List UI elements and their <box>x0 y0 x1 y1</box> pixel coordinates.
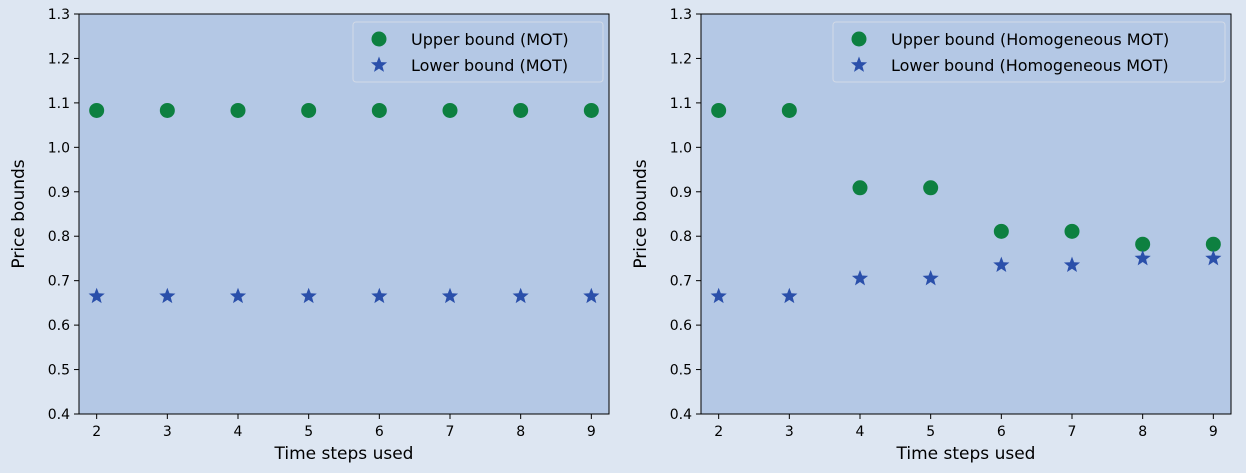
legend-marker-lower <box>850 56 868 72</box>
upper-bound-point <box>1064 223 1080 239</box>
y-tick-label: 0.6 <box>670 318 692 334</box>
lower-bound-point <box>229 287 247 304</box>
upper-bound-point <box>993 223 1009 239</box>
y-tick-label: 1.2 <box>670 51 692 67</box>
lower-bound-point <box>159 287 176 304</box>
x-tick-label: 2 <box>92 424 101 440</box>
x-tick-label: 6 <box>375 424 384 440</box>
y-tick-label: 1.0 <box>670 140 692 156</box>
legend-box <box>352 21 604 83</box>
star-icon <box>370 56 388 72</box>
legend-marker-lower <box>370 56 388 72</box>
y-tick-label: 0.6 <box>48 318 70 334</box>
legend-box <box>832 21 1226 83</box>
x-axis-label: Time steps used <box>274 444 414 464</box>
y-axis-label: Price bounds <box>9 159 29 268</box>
upper-bound-point <box>1205 236 1221 252</box>
x-tick-label: 8 <box>516 424 525 440</box>
y-tick-label: 0.7 <box>48 274 70 290</box>
data-points <box>710 102 1222 304</box>
x-tick-label: 5 <box>926 424 935 440</box>
lower-bound-point <box>993 256 1010 272</box>
upper-bound-point <box>583 102 599 118</box>
y-tick-label: 0.8 <box>670 229 692 245</box>
legend: Upper bound (MOT) Lower bound (MOT) <box>352 21 604 83</box>
lower-bound-point <box>710 287 727 304</box>
x-axis-ticks: 2 3 4 5 6 7 8 9 <box>92 414 596 440</box>
upper-bound-point <box>159 102 175 118</box>
legend-marker-upper <box>851 31 867 47</box>
upper-bound-point <box>230 102 246 118</box>
y-tick-label: 0.7 <box>670 274 692 290</box>
upper-bound-point <box>781 102 797 118</box>
y-tick-label: 1.0 <box>48 140 70 156</box>
lower-bound-point <box>1205 249 1222 266</box>
y-tick-label: 0.5 <box>670 363 692 379</box>
y-axis-ticks: 0.4 0.5 0.6 0.7 0.8 0.9 1.0 1.1 1.2 1.3 <box>48 7 79 423</box>
circle-icon <box>851 31 867 47</box>
lower-bound-point <box>1134 249 1151 266</box>
y-axis-label: Price bounds <box>631 159 651 268</box>
y-tick-label: 0.4 <box>48 407 70 423</box>
legend-entry-lower: Lower bound (Homogeneous MOT) <box>891 56 1169 75</box>
x-axis-label: Time steps used <box>896 444 1036 464</box>
plot-frame <box>700 13 1232 415</box>
legend: Upper bound (Homogeneous MOT) Lower boun… <box>832 21 1226 83</box>
lower-bound-point <box>851 269 869 286</box>
upper-bound-point <box>852 180 868 196</box>
x-tick-label: 5 <box>304 424 313 440</box>
x-tick-label: 9 <box>1209 424 1218 440</box>
x-tick-label: 9 <box>587 424 596 440</box>
legend-entry-upper: Upper bound (Homogeneous MOT) <box>891 30 1169 49</box>
y-tick-label: 0.4 <box>670 407 692 423</box>
lower-bound-point <box>583 287 600 304</box>
upper-bound-point <box>442 102 458 118</box>
lower-bound-point <box>922 269 939 286</box>
y-tick-label: 0.9 <box>48 185 70 201</box>
circle-icon <box>371 31 387 47</box>
y-tick-label: 0.9 <box>670 185 692 201</box>
x-tick-label: 2 <box>714 424 723 440</box>
legend-marker-upper <box>371 31 387 47</box>
x-axis-ticks: 2 3 4 5 6 7 8 9 <box>714 414 1218 440</box>
upper-bound-point <box>1135 236 1151 252</box>
lower-bound-point <box>371 287 388 304</box>
y-tick-label: 1.3 <box>670 7 692 23</box>
lower-bound-point <box>781 287 798 304</box>
y-tick-label: 0.5 <box>48 363 70 379</box>
x-tick-label: 7 <box>446 424 455 440</box>
upper-bound-point <box>371 102 387 118</box>
upper-bound-point <box>923 180 939 196</box>
x-tick-label: 3 <box>785 424 794 440</box>
y-tick-label: 1.1 <box>670 96 692 112</box>
y-tick-label: 1.1 <box>48 96 70 112</box>
y-tick-label: 0.8 <box>48 229 70 245</box>
legend-entry-upper: Upper bound (MOT) <box>411 30 569 49</box>
upper-bound-point <box>513 102 529 118</box>
x-tick-label: 4 <box>856 424 865 440</box>
upper-bound-point <box>711 102 727 118</box>
x-tick-label: 8 <box>1138 424 1147 440</box>
x-tick-label: 6 <box>997 424 1006 440</box>
x-tick-label: 7 <box>1068 424 1077 440</box>
lower-bound-point <box>300 287 317 304</box>
star-icon <box>850 56 868 72</box>
upper-bound-point <box>89 102 105 118</box>
data-points <box>88 102 600 304</box>
x-tick-label: 3 <box>163 424 172 440</box>
y-axis-ticks: 0.4 0.5 0.6 0.7 0.8 0.9 1.0 1.1 1.2 1.3 <box>670 7 701 423</box>
upper-bound-point <box>301 102 317 118</box>
y-tick-label: 1.3 <box>48 7 70 23</box>
lower-bound-point <box>88 287 105 304</box>
lower-bound-point <box>512 287 529 304</box>
plot-frame <box>78 13 610 415</box>
x-tick-label: 4 <box>234 424 243 440</box>
y-tick-label: 1.2 <box>48 51 70 67</box>
lower-bound-point <box>441 287 459 304</box>
legend-entry-lower: Lower bound (MOT) <box>411 56 568 75</box>
lower-bound-point <box>1063 256 1081 272</box>
